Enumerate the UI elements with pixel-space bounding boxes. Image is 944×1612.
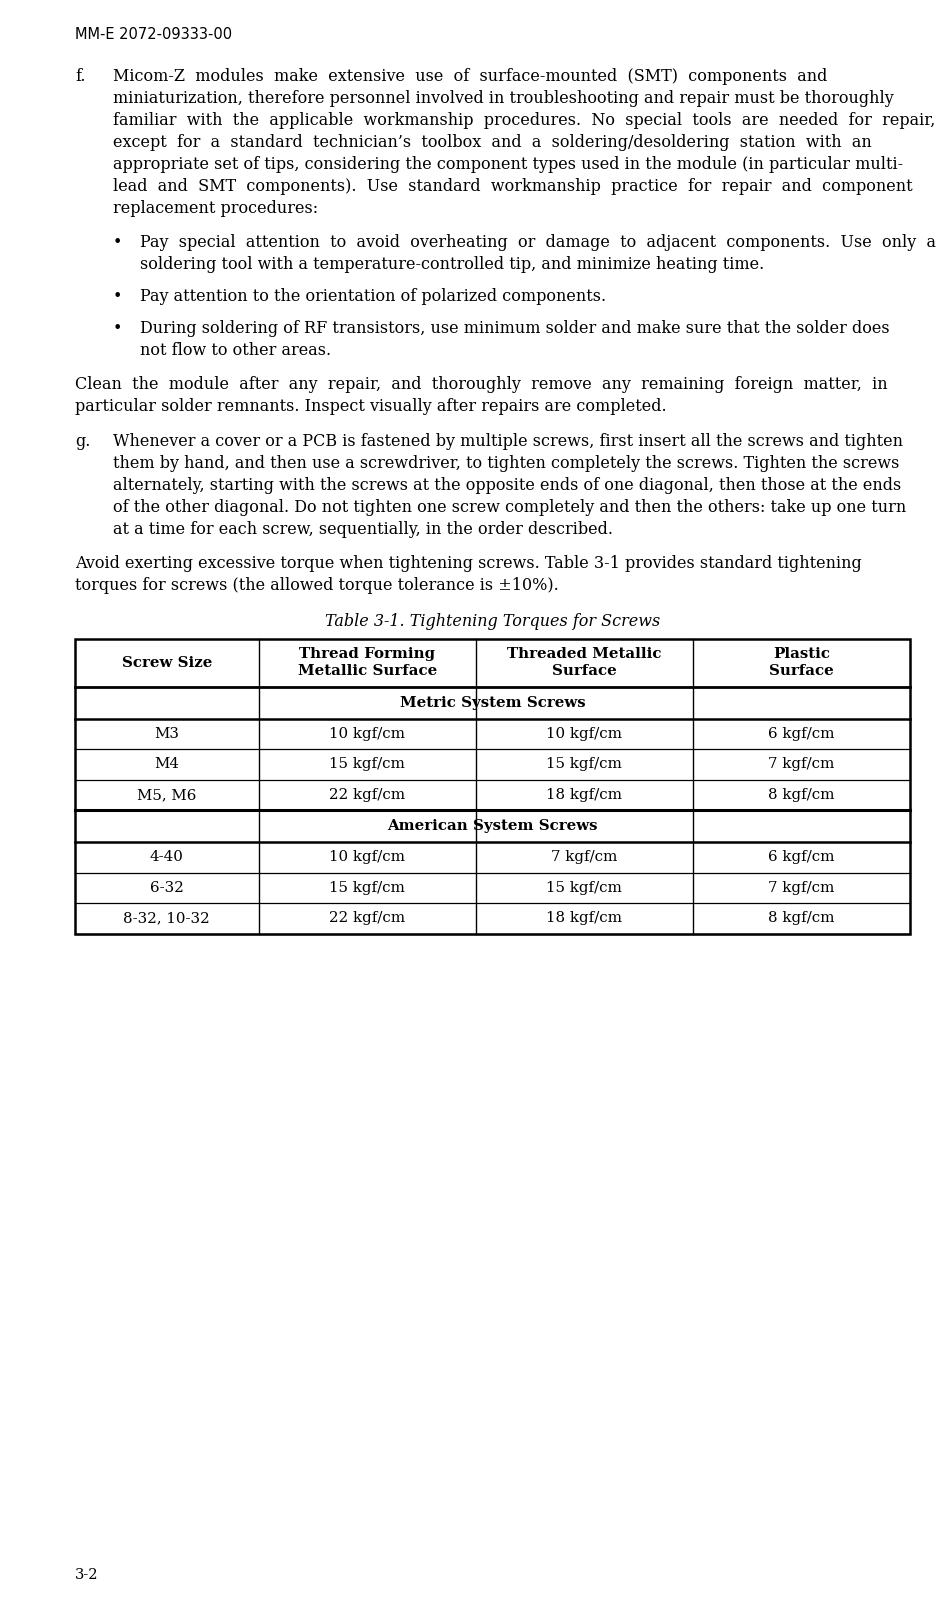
Text: Thread Forming: Thread Forming	[299, 648, 435, 661]
Text: 10 kgf/cm: 10 kgf/cm	[547, 727, 622, 742]
Text: 8-32, 10-32: 8-32, 10-32	[124, 911, 211, 925]
Text: particular solder remnants. Inspect visually after repairs are completed.: particular solder remnants. Inspect visu…	[75, 398, 666, 416]
Text: them by hand, and then use a screwdriver, to tighten completely the screws. Tigh: them by hand, and then use a screwdriver…	[113, 455, 900, 472]
Text: M5, M6: M5, M6	[137, 788, 196, 801]
Text: torques for screws (the allowed torque tolerance is ±10%).: torques for screws (the allowed torque t…	[75, 577, 559, 593]
Text: alternately, starting with the screws at the opposite ends of one diagonal, then: alternately, starting with the screws at…	[113, 477, 902, 493]
Text: 22 kgf/cm: 22 kgf/cm	[329, 788, 405, 801]
Text: MM-E 2072-09333-00: MM-E 2072-09333-00	[75, 27, 232, 42]
Text: 6 kgf/cm: 6 kgf/cm	[768, 851, 834, 864]
Text: 22 kgf/cm: 22 kgf/cm	[329, 911, 405, 925]
Text: American System Screws: American System Screws	[387, 819, 598, 833]
Text: Metallic Surface: Metallic Surface	[297, 664, 437, 679]
Text: 18 kgf/cm: 18 kgf/cm	[547, 911, 622, 925]
Text: 6 kgf/cm: 6 kgf/cm	[768, 727, 834, 742]
Text: During soldering of RF transistors, use minimum solder and make sure that the so: During soldering of RF transistors, use …	[140, 321, 889, 337]
Text: •: •	[113, 321, 123, 337]
Text: Pay  special  attention  to  avoid  overheating  or  damage  to  adjacent  compo: Pay special attention to avoid overheati…	[140, 234, 936, 251]
Text: Avoid exerting excessive torque when tightening screws. Table 3-1 provides stand: Avoid exerting excessive torque when tig…	[75, 555, 862, 572]
Text: 15 kgf/cm: 15 kgf/cm	[329, 758, 405, 772]
Text: •: •	[113, 234, 123, 251]
Text: Plastic: Plastic	[773, 648, 830, 661]
Text: Surface: Surface	[552, 664, 616, 679]
Text: miniaturization, therefore personnel involved in troubleshooting and repair must: miniaturization, therefore personnel inv…	[113, 90, 894, 106]
Text: Whenever a cover or a PCB is fastened by multiple screws, first insert all the s: Whenever a cover or a PCB is fastened by…	[113, 432, 903, 450]
Text: M3: M3	[155, 727, 179, 742]
Text: f.: f.	[75, 68, 86, 85]
Text: Metric System Screws: Metric System Screws	[399, 696, 585, 709]
Text: 7 kgf/cm: 7 kgf/cm	[551, 851, 617, 864]
Bar	[75, 638, 910, 933]
Text: Pay attention to the orientation of polarized components.: Pay attention to the orientation of pola…	[140, 289, 606, 305]
Text: 18 kgf/cm: 18 kgf/cm	[547, 788, 622, 801]
Text: familiar  with  the  applicable  workmanship  procedures.  No  special  tools  a: familiar with the applicable workmanship…	[113, 111, 936, 129]
Text: 8 kgf/cm: 8 kgf/cm	[768, 911, 834, 925]
Text: 15 kgf/cm: 15 kgf/cm	[547, 758, 622, 772]
Text: 10 kgf/cm: 10 kgf/cm	[329, 727, 405, 742]
Text: M4: M4	[155, 758, 179, 772]
Text: appropriate set of tips, considering the component types used in the module (in : appropriate set of tips, considering the…	[113, 156, 903, 172]
Text: Table 3-1. Tightening Torques for Screws: Table 3-1. Tightening Torques for Screws	[325, 613, 660, 630]
Text: Screw Size: Screw Size	[122, 656, 212, 669]
Text: 10 kgf/cm: 10 kgf/cm	[329, 851, 405, 864]
Text: lead  and  SMT  components).  Use  standard  workmanship  practice  for  repair : lead and SMT components). Use standard w…	[113, 177, 913, 195]
Text: 8 kgf/cm: 8 kgf/cm	[768, 788, 834, 801]
Text: Clean  the  module  after  any  repair,  and  thoroughly  remove  any  remaining: Clean the module after any repair, and t…	[75, 377, 887, 393]
Text: 4-40: 4-40	[150, 851, 184, 864]
Text: Surface: Surface	[769, 664, 834, 679]
Text: 6-32: 6-32	[150, 882, 184, 895]
Text: •: •	[113, 289, 123, 305]
Text: not flow to other areas.: not flow to other areas.	[140, 342, 331, 359]
Text: replacement procedures:: replacement procedures:	[113, 200, 318, 218]
Text: 3-2: 3-2	[75, 1568, 98, 1581]
Text: 15 kgf/cm: 15 kgf/cm	[547, 882, 622, 895]
Text: g.: g.	[75, 432, 91, 450]
Text: at a time for each screw, sequentially, in the order described.: at a time for each screw, sequentially, …	[113, 521, 613, 538]
Text: 15 kgf/cm: 15 kgf/cm	[329, 882, 405, 895]
Text: Threaded Metallic: Threaded Metallic	[507, 648, 662, 661]
Text: soldering tool with a temperature-controlled tip, and minimize heating time.: soldering tool with a temperature-contro…	[140, 256, 765, 274]
Text: except  for  a  standard  technician’s  toolbox  and  a  soldering/desoldering  : except for a standard technician’s toolb…	[113, 134, 871, 152]
Text: 7 kgf/cm: 7 kgf/cm	[768, 882, 834, 895]
Text: 7 kgf/cm: 7 kgf/cm	[768, 758, 834, 772]
Text: of the other diagonal. Do not tighten one screw completely and then the others: : of the other diagonal. Do not tighten on…	[113, 498, 906, 516]
Text: Micom-Z  modules  make  extensive  use  of  surface-mounted  (SMT)  components  : Micom-Z modules make extensive use of su…	[113, 68, 827, 85]
